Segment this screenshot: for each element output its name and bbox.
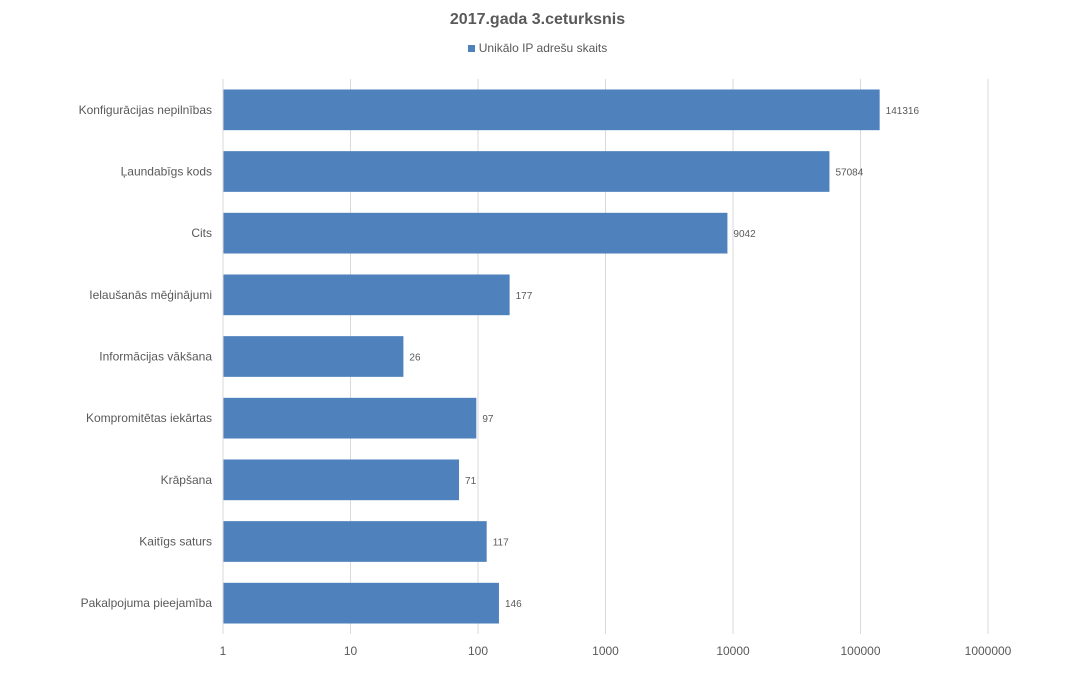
bar xyxy=(223,397,477,439)
x-tick-label: 100 xyxy=(468,644,488,658)
data-label: 57084 xyxy=(835,168,863,179)
legend: Unikālo IP adrešu skaits xyxy=(0,41,1075,55)
bar xyxy=(223,336,404,377)
x-tick-label: 10000 xyxy=(716,644,750,658)
x-tick-label: 1000000 xyxy=(965,644,1012,658)
chart-title: 2017.gada 3.ceturksnis xyxy=(449,11,626,28)
data-label: 117 xyxy=(493,538,509,549)
x-tick-label: 1 xyxy=(220,644,227,658)
category-label: Kompromitētas iekārtas xyxy=(86,411,212,425)
legend-swatch xyxy=(467,44,475,52)
data-label: 141316 xyxy=(886,106,920,117)
bar xyxy=(223,212,728,254)
category-label: Cits xyxy=(191,226,212,240)
category-label: Ļaundabīgs kods xyxy=(121,165,212,179)
legend-label: Unikālo IP adrešu skaits xyxy=(478,41,608,55)
data-label: 97 xyxy=(482,414,494,425)
category-label: Krāpšana xyxy=(161,473,213,487)
x-tick-label: 10 xyxy=(344,644,358,658)
bar xyxy=(223,582,499,624)
x-tick-label: 100000 xyxy=(840,644,880,658)
bar xyxy=(223,459,460,501)
category-label: Konfigurācijas nepilnības xyxy=(79,103,212,117)
data-label: 146 xyxy=(505,599,522,610)
bar xyxy=(223,274,510,316)
data-label: 26 xyxy=(409,353,421,364)
x-tick-label: 1000 xyxy=(592,644,619,658)
bar xyxy=(223,89,880,131)
data-label: 9042 xyxy=(733,229,756,240)
category-label: Pakalpojuma pieejamība xyxy=(81,596,213,610)
data-label: 71 xyxy=(465,476,477,487)
category-label: Kaitīgs saturs xyxy=(139,535,212,549)
category-label: Informācijas vākšana xyxy=(99,350,212,364)
data-label: 177 xyxy=(516,291,533,302)
bar xyxy=(223,521,487,562)
category-label: Ielaušanās mēģinājumi xyxy=(89,288,212,302)
bar xyxy=(223,151,830,192)
